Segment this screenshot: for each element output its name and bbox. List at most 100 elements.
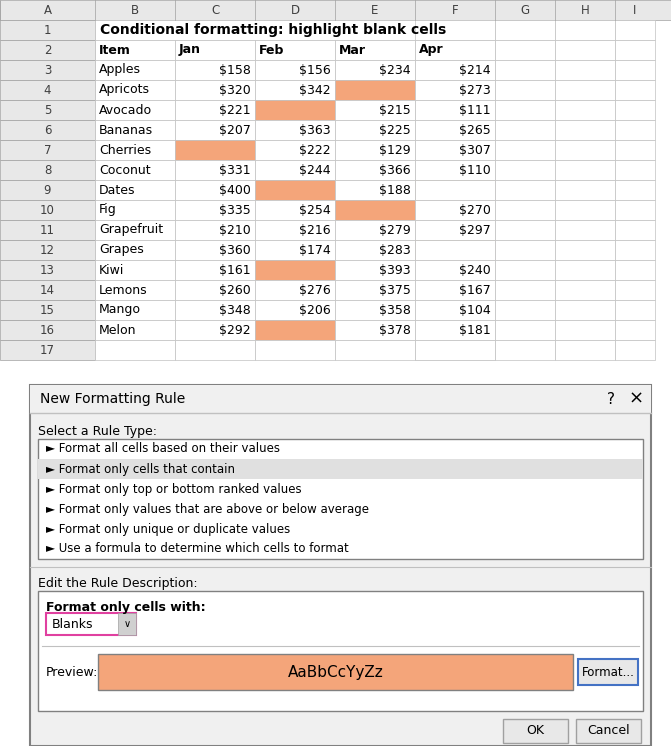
- Text: $393: $393: [379, 263, 411, 277]
- Bar: [415, 220, 495, 240]
- Bar: [495, 40, 555, 60]
- Bar: [335, 60, 415, 80]
- Text: $156: $156: [299, 63, 331, 77]
- Text: $110: $110: [459, 163, 491, 177]
- Bar: [415, 240, 495, 260]
- Bar: [255, 300, 335, 320]
- Bar: [495, 120, 555, 140]
- Bar: [615, 40, 655, 60]
- Bar: [495, 200, 555, 220]
- Bar: [576, 719, 641, 743]
- Text: 12: 12: [40, 243, 55, 257]
- Text: ► Format only unique or duplicate values: ► Format only unique or duplicate values: [46, 522, 291, 536]
- Bar: [555, 140, 615, 160]
- Bar: [255, 320, 335, 340]
- Bar: [335, 260, 415, 280]
- Bar: [335, 280, 415, 300]
- Text: 1: 1: [44, 24, 51, 37]
- Bar: [615, 140, 655, 160]
- Text: $360: $360: [219, 243, 251, 257]
- Text: 7: 7: [44, 143, 51, 157]
- Bar: [415, 80, 495, 100]
- Text: 3: 3: [44, 63, 51, 77]
- Text: $283: $283: [379, 243, 411, 257]
- Text: Cherries: Cherries: [99, 143, 151, 157]
- Text: C: C: [211, 4, 219, 16]
- Text: Kiwi: Kiwi: [99, 263, 124, 277]
- Bar: [46, 613, 136, 635]
- Text: A: A: [44, 4, 52, 16]
- Bar: [0, 160, 95, 180]
- Text: $161: $161: [219, 263, 251, 277]
- Bar: [95, 260, 175, 280]
- Bar: [555, 220, 615, 240]
- Bar: [415, 340, 495, 360]
- Bar: [0, 40, 95, 60]
- Bar: [175, 220, 255, 240]
- Bar: [615, 180, 655, 200]
- Bar: [555, 20, 615, 40]
- Bar: [415, 60, 495, 80]
- Bar: [95, 40, 175, 60]
- Text: $206: $206: [299, 304, 331, 316]
- Text: Bananas: Bananas: [99, 124, 153, 137]
- Bar: [175, 60, 255, 80]
- Bar: [0, 20, 95, 40]
- Text: $111: $111: [460, 104, 491, 116]
- Text: 8: 8: [44, 163, 51, 177]
- Bar: [415, 280, 495, 300]
- Text: OK: OK: [527, 724, 544, 738]
- Text: G: G: [521, 4, 529, 16]
- Bar: [495, 140, 555, 160]
- Bar: [615, 340, 655, 360]
- Text: Jan: Jan: [179, 43, 201, 57]
- Bar: [255, 60, 335, 80]
- Bar: [495, 80, 555, 100]
- Text: $400: $400: [219, 184, 251, 196]
- Bar: [415, 320, 495, 340]
- Bar: [335, 200, 415, 220]
- Bar: [495, 100, 555, 120]
- Text: New Formatting Rule: New Formatting Rule: [40, 392, 185, 406]
- Text: E: E: [371, 4, 378, 16]
- Bar: [95, 240, 175, 260]
- Bar: [0, 100, 95, 120]
- Bar: [175, 340, 255, 360]
- Bar: [415, 300, 495, 320]
- Text: $320: $320: [219, 84, 251, 96]
- Text: $244: $244: [299, 163, 331, 177]
- Bar: [98, 654, 573, 690]
- Text: $214: $214: [460, 63, 491, 77]
- Bar: [0, 260, 95, 280]
- Bar: [415, 200, 495, 220]
- Bar: [175, 320, 255, 340]
- Text: $129: $129: [379, 143, 411, 157]
- Bar: [555, 320, 615, 340]
- Bar: [95, 280, 175, 300]
- Text: Apricots: Apricots: [99, 84, 150, 96]
- Bar: [0, 340, 95, 360]
- Text: $158: $158: [219, 63, 251, 77]
- Bar: [95, 180, 175, 200]
- Bar: [95, 300, 175, 320]
- Bar: [495, 280, 555, 300]
- Bar: [555, 100, 615, 120]
- Text: Cancel: Cancel: [587, 724, 630, 738]
- Bar: [415, 260, 495, 280]
- Bar: [335, 300, 415, 320]
- Bar: [615, 60, 655, 80]
- Bar: [0, 140, 95, 160]
- Bar: [335, 120, 415, 140]
- Text: 17: 17: [40, 343, 55, 357]
- Text: Edit the Rule Description:: Edit the Rule Description:: [38, 577, 198, 589]
- Bar: [335, 220, 415, 240]
- Bar: [495, 220, 555, 240]
- Bar: [255, 80, 335, 100]
- Text: 15: 15: [40, 304, 55, 316]
- Bar: [175, 160, 255, 180]
- Bar: [555, 260, 615, 280]
- Bar: [255, 100, 335, 120]
- Text: $181: $181: [459, 324, 491, 336]
- Text: $348: $348: [219, 304, 251, 316]
- Text: H: H: [580, 4, 589, 16]
